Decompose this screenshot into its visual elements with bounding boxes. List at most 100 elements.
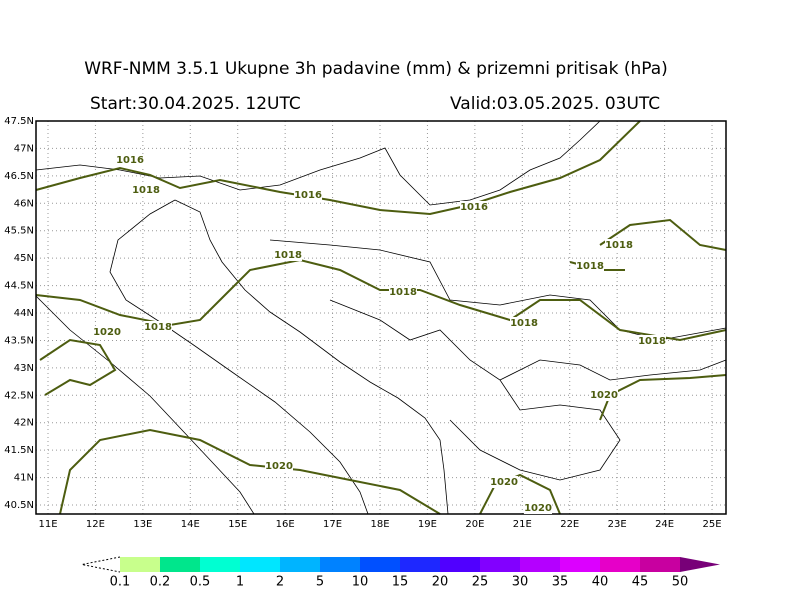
isobar-label: 1020 [590,390,618,401]
legend-label: 15 [392,575,409,590]
isobar-label: 1018 [132,185,160,196]
isobar-label-bg [265,460,293,472]
isobar-label: 1020 [524,503,552,514]
lon-label: 20E [465,519,484,530]
isobar-label-bg [576,260,604,272]
isobar-label-bg [638,335,666,347]
isobar-label: 1016 [294,190,322,201]
legend: 0.1 0.2 0.5 1 2 5 10 15 20 25 30 35 40 45 50 [110,557,720,590]
legend-label: 50 [672,575,689,590]
lon-label: 15E [228,519,247,530]
lat-label: 41.5N [4,445,34,456]
lon-label: 12E [86,519,105,530]
lon-label: 18E [370,519,389,530]
lat-label: 47N [14,143,34,154]
isobar-label: 1018 [510,318,538,329]
lon-label: 23E [608,519,627,530]
legend-label: 35 [552,575,569,590]
isobar-label-bg [132,184,160,196]
lon-label: 24E [655,519,674,530]
start-time: Start:30.04.2025. 12UTC [90,94,301,114]
legend-label: 45 [632,575,649,590]
isobar-label: 1018 [389,287,417,298]
legend-swatch [360,557,400,572]
legend-swatch [160,557,200,572]
lat-label: 44N [14,308,34,319]
lat-label: 41N [14,473,34,484]
lon-label: 22E [560,519,579,530]
lon-label: 17E [323,519,342,530]
legend-label: 20 [432,575,449,590]
isobar-label-bg [389,286,417,298]
legend-label: 40 [592,575,609,590]
lon-label: 16E [276,519,295,530]
isobar-label: 1016 [460,202,488,213]
legend-swatch [640,557,680,572]
title: WRF-NMM 3.5.1 Ukupne 3h padavine (mm) & … [84,59,668,79]
valid-time: Valid:03.05.2025. 03UTC [450,94,660,114]
isobar-label: 1018 [638,336,666,347]
isobar-label-bg [490,476,518,488]
legend-high-arrow [680,557,720,572]
legend-label: 10 [352,575,369,590]
lat-label: 40.5N [4,500,34,511]
isobar-label-bg [605,239,633,251]
isobar-label-bg [294,189,322,201]
lat-label: 43N [14,363,34,374]
isobar-label-bg [590,389,618,401]
legend-swatch [600,557,640,572]
lat-label: 45.5N [4,226,34,237]
lon-label: 14E [181,519,200,530]
isobar-label-bg [524,502,552,514]
legend-swatch [200,557,240,572]
legend-swatch [560,557,600,572]
lon-label: 13E [133,519,152,530]
legend-label: 5 [316,575,324,590]
lon-label: 19E [418,519,437,530]
isobar-label: 1016 [116,155,144,166]
legend-label: 1 [236,575,244,590]
isobar-label-bg [460,201,488,213]
legend-label: 0.1 [110,575,131,590]
isobar-label-bg [274,249,302,261]
isobar-label: 1018 [274,250,302,261]
legend-label: 30 [512,575,529,590]
legend-swatch [240,557,280,572]
legend-label: 0.5 [190,575,211,590]
lon-label: 11E [38,519,57,530]
lat-label: 43.5N [4,335,34,346]
grid [36,121,726,514]
isobar-label-bg [116,154,144,166]
isobar-label: 1020 [490,477,518,488]
coastlines [35,120,727,515]
isobar-label-bg [510,317,538,329]
isobar-label: 1018 [144,322,172,333]
lat-label: 45N [14,253,34,264]
legend-low-arrow [81,556,121,573]
isobar-label-bg [93,326,121,338]
legend-label: 2 [276,575,284,590]
isobar-label: 1018 [605,240,633,251]
lon-label: 25E [702,519,721,530]
legend-swatch [480,557,520,572]
map-frame [35,120,727,515]
lat-label: 42.5N [4,390,34,401]
isobar-label: 1020 [93,327,121,338]
legend-swatch [120,557,160,572]
lat-label: 46N [14,198,34,209]
legend-swatch [520,557,560,572]
legend-label: 0.2 [150,575,171,590]
isobar-label: 1018 [576,261,604,272]
isobar-label-bg [144,321,172,333]
legend-label: 25 [472,575,489,590]
lat-label: 47.5N [4,116,34,127]
lon-label: 21E [513,519,532,530]
lat-label: 44.5N [4,281,34,292]
lat-label: 42N [14,418,34,429]
lat-label: 46.5N [4,171,34,182]
legend-swatch [440,557,480,572]
isobar-label: 1020 [265,461,293,472]
